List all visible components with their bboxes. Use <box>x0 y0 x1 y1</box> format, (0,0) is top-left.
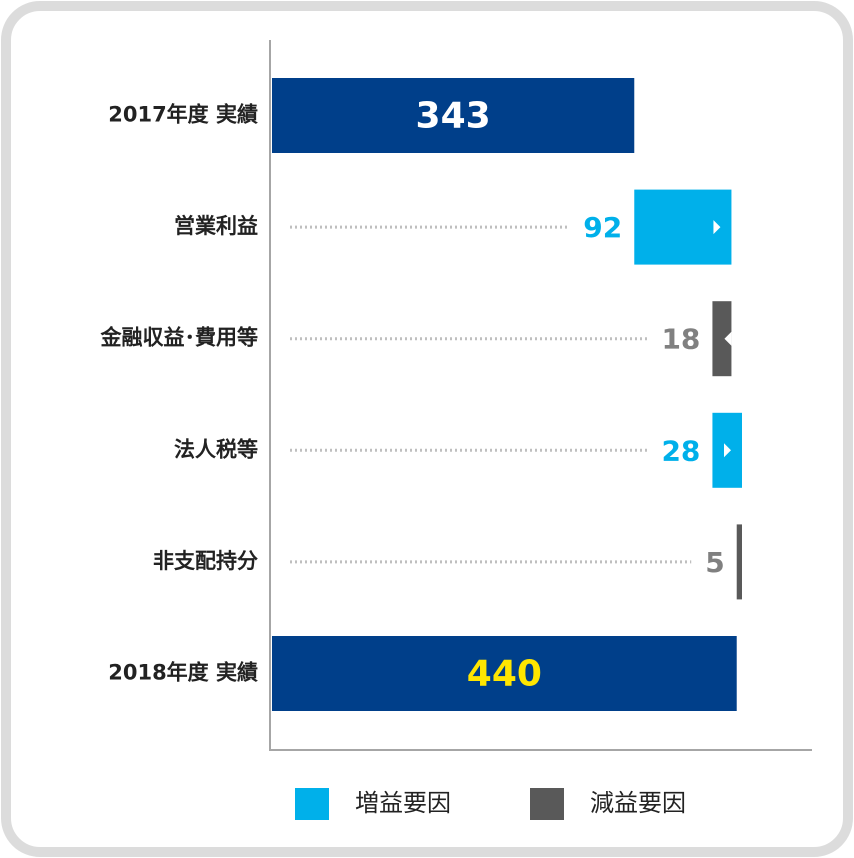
total-bar <box>272 78 635 153</box>
category-label: 金融収益･費用等 <box>100 326 259 350</box>
arrow <box>724 331 732 346</box>
legend-label: 増益要因 <box>355 789 451 817</box>
legend-swatch <box>530 788 564 820</box>
arrow <box>713 220 721 235</box>
value-label: 440 <box>467 654 542 695</box>
total-bar <box>272 636 737 711</box>
value-label: 92 <box>583 211 622 244</box>
delta-bar <box>736 524 742 600</box>
value-label: 18 <box>661 323 700 356</box>
category-label: 非支配持分 <box>153 549 258 573</box>
arrow <box>724 443 731 458</box>
value-label: 28 <box>661 434 700 467</box>
legend-label: 減益要因 <box>590 789 686 817</box>
value-label: 5 <box>705 546 724 579</box>
category-label: 2018年度 実績 <box>108 661 258 685</box>
delta-bar <box>712 301 732 377</box>
category-label: 営業利益 <box>174 214 258 238</box>
legend-swatch <box>295 788 329 820</box>
value-label: 343 <box>416 96 491 137</box>
category-label: 2017年度 実績 <box>108 103 258 127</box>
category-label: 法人税等 <box>174 437 258 461</box>
